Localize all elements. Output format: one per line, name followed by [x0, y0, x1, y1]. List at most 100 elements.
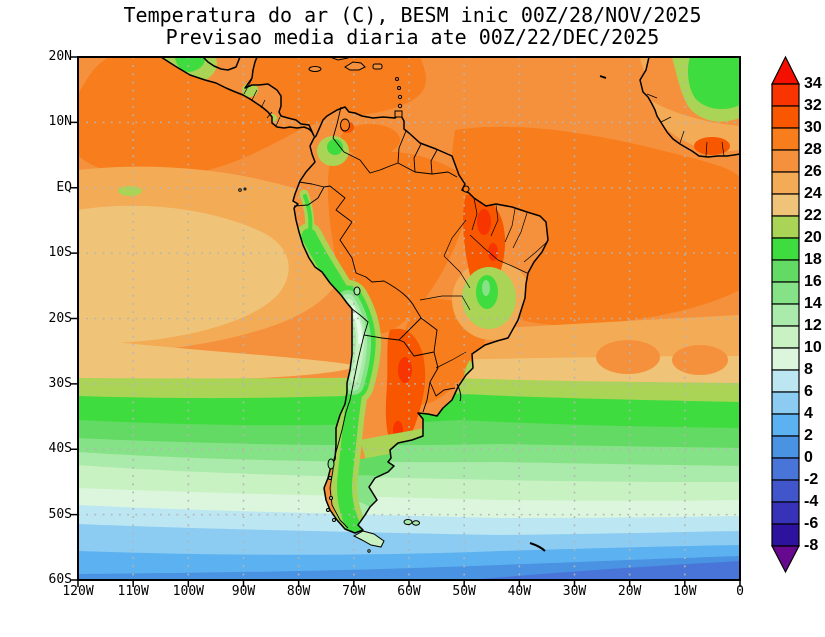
y-axis-tick-label: 60S — [48, 572, 72, 587]
axis-tick-marks — [71, 56, 741, 587]
chart-subtitle: Previsao media diaria ate 00Z/22/DEC/202… — [165, 25, 660, 49]
y-axis-tick-label: EQ — [56, 179, 72, 195]
land-temperature-shading — [161, 57, 740, 533]
y-axis-tick-label: 30S — [48, 375, 72, 391]
colorbar-label: 16 — [804, 273, 822, 290]
colorbar-label: 20 — [804, 229, 822, 246]
tierra-del-fuego — [352, 530, 385, 548]
colorbar-cell — [771, 171, 800, 195]
islands-and-lakes — [238, 57, 607, 553]
colorbar-label: -4 — [804, 493, 819, 510]
x-axis-tick-label: 60W — [397, 584, 421, 599]
x-axis-tick-label: 20W — [617, 584, 642, 599]
puerto-rico — [372, 63, 383, 70]
cape-horn-islet — [367, 549, 371, 553]
colorbar-cell — [771, 501, 800, 525]
marajo-island — [462, 185, 470, 193]
x-axis-tick-label: 50W — [452, 584, 476, 599]
colorbar-label: 8 — [804, 361, 813, 378]
patagonia-band-20-22 — [360, 428, 428, 460]
trinidad — [394, 110, 403, 118]
colorbar-cell — [771, 347, 800, 371]
colorbar-arrow-below-min — [771, 545, 800, 574]
ocean-warm-eddy-2 — [672, 345, 728, 375]
colorbar-label: -2 — [804, 471, 819, 488]
y-axis-tick-label: 20S — [48, 310, 72, 326]
falkland-west — [403, 519, 413, 525]
fjord-islet-3 — [326, 508, 330, 512]
hot-core-ne-brazil — [488, 243, 498, 261]
colorbar-cell — [771, 369, 800, 393]
ocean-pacific-22-24 — [78, 205, 289, 343]
lake-titicaca — [353, 286, 361, 296]
colorbar-label: 12 — [804, 317, 822, 334]
colorbar-label: -8 — [804, 537, 819, 554]
mexico-highlands-core — [175, 57, 206, 72]
state-borders — [243, 78, 725, 369]
y-axis-tick-label: 20N — [48, 49, 72, 64]
venezuela-warm — [340, 124, 400, 156]
lake-maracaibo — [340, 118, 350, 132]
galapagos-1 — [238, 188, 242, 192]
colorbar-label: 22 — [804, 207, 822, 224]
fjord-islet-1 — [328, 476, 332, 480]
x-axis-tick-label: 110W — [117, 584, 149, 599]
colorbar-label: 10 — [804, 339, 822, 356]
x-axis-tick-label: 30W — [562, 584, 587, 599]
colorbar-label: 2 — [804, 427, 813, 444]
x-axis-tick-label: 90W — [231, 584, 256, 599]
guinea-coast-hot — [694, 137, 730, 155]
sahel-green-core — [687, 57, 740, 110]
lagoa-dos-patos — [456, 383, 462, 402]
fjord-islet-2 — [329, 496, 333, 500]
ocean-pacific-22-24-south — [78, 338, 360, 380]
colorbar-label: 0 — [804, 449, 813, 466]
ocean-band-minus2-0 — [470, 561, 740, 580]
andes-cold-strip — [296, 189, 382, 533]
colorbar-cell — [771, 303, 800, 327]
y-axis-tick-label: 10S — [48, 245, 72, 261]
hot-core-para — [477, 209, 491, 235]
falkland-east — [412, 520, 420, 526]
colorbar-label: 28 — [804, 141, 822, 158]
colorbar-cell — [771, 259, 800, 283]
x-axis-tick-label: 100W — [172, 584, 204, 599]
chiloe-island — [327, 458, 335, 470]
antilles-1 — [395, 77, 399, 81]
colorbar-cell — [771, 281, 800, 305]
colorbar-cell — [771, 479, 800, 503]
colorbar-label: 4 — [804, 405, 813, 422]
y-axis-tick-label: 40S — [48, 441, 72, 457]
colorbar-label: 24 — [804, 185, 822, 202]
galapagos-2 — [243, 187, 247, 191]
antilles-3 — [397, 94, 403, 100]
colorbar-label: -6 — [804, 515, 819, 532]
colorbar-label: 6 — [804, 383, 813, 400]
colorbar-cell — [771, 435, 800, 459]
x-axis-tick-label: 10W — [673, 584, 697, 599]
colorbar-cell — [771, 127, 800, 151]
ocean-warm-eddy-1 — [596, 340, 660, 374]
colorbar-cell — [771, 413, 800, 437]
colorbar-cell — [771, 325, 800, 349]
colorbar-label: 30 — [804, 119, 822, 136]
colorbar-label: 14 — [804, 295, 822, 312]
map-plot-area — [78, 57, 740, 580]
chaco-hot-30-32 — [385, 328, 426, 448]
country-borders — [293, 106, 458, 529]
colorbar-label: 18 — [804, 251, 822, 268]
cape-verde — [599, 75, 607, 79]
fjord-islet-4 — [332, 518, 336, 522]
x-axis-tick-label: 40W — [507, 584, 532, 599]
south-georgia — [529, 542, 546, 552]
colorbar-cell — [771, 237, 800, 261]
x-axis-tick-label: 120W — [62, 584, 94, 599]
colorbar-cell — [771, 391, 800, 415]
colorbar-cell — [771, 105, 800, 129]
ocean-cold-tongue-spot — [118, 186, 142, 196]
y-axis-tick-label: 10N — [48, 114, 72, 130]
colorbar-cell — [771, 193, 800, 217]
colorbar-label: 34 — [804, 75, 822, 92]
